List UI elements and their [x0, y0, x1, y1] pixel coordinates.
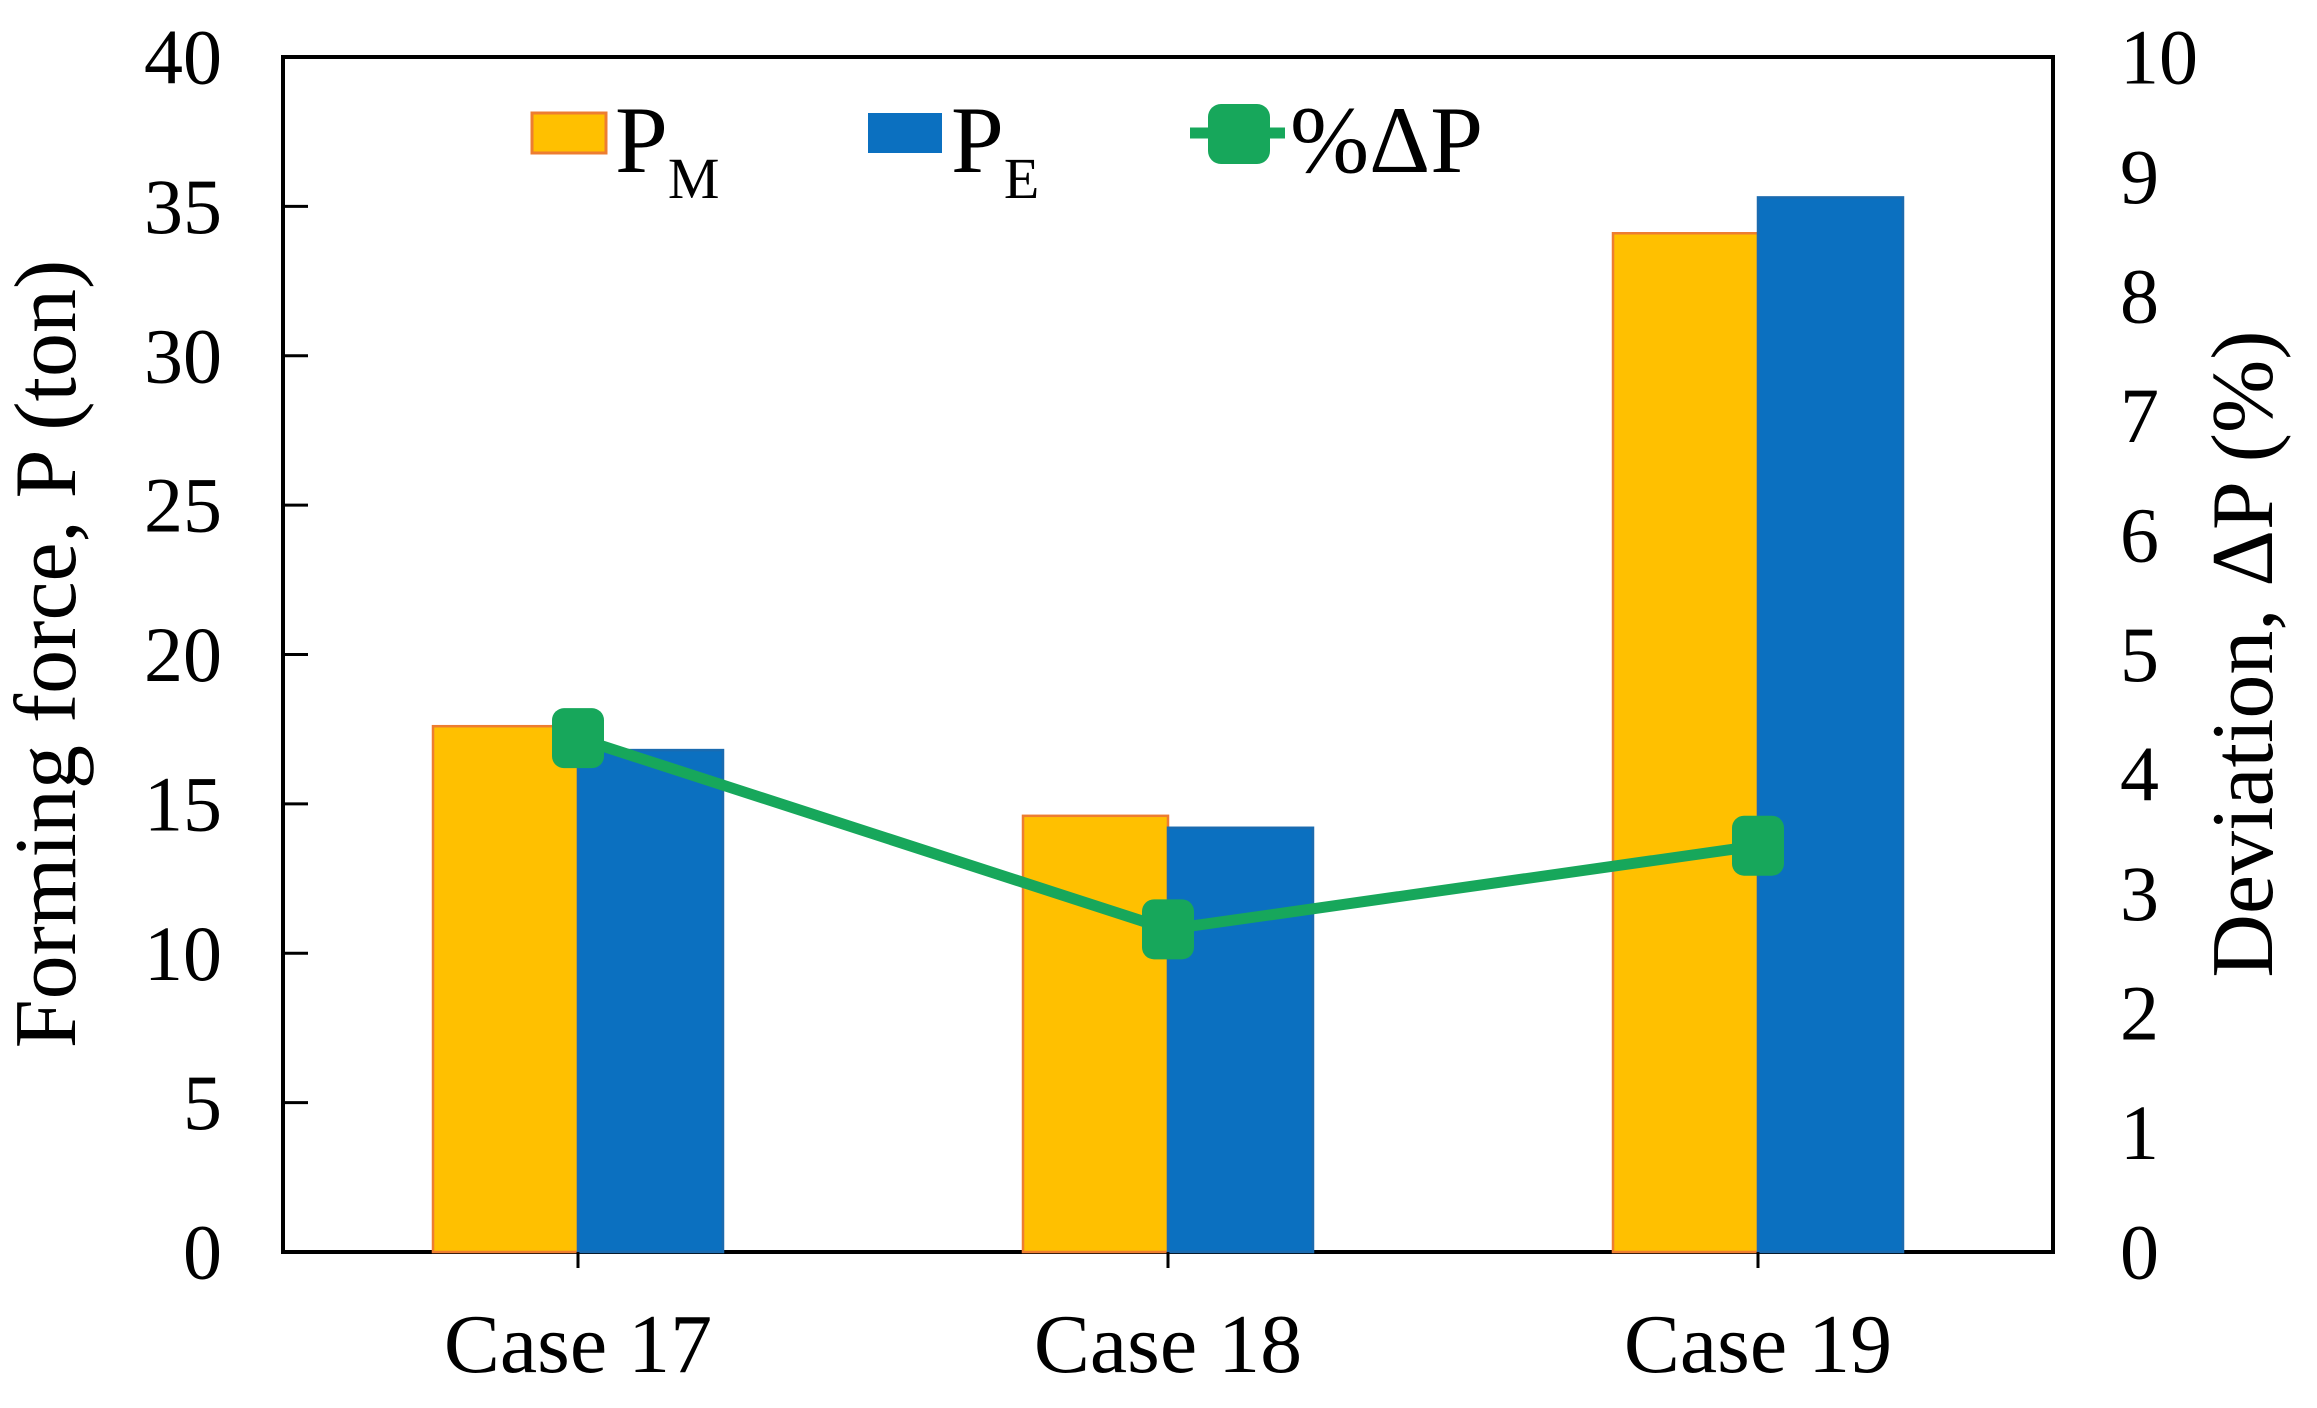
right-axis-tick-label: 1 [2120, 1089, 2159, 1176]
deviation-marker-2 [1142, 899, 1194, 960]
legend: PM PE %ΔP [530, 87, 1483, 211]
right-axis-tick-label: 2 [2120, 970, 2159, 1057]
right-axis-tick-label: 9 [2120, 133, 2159, 220]
left-axis-tick-label: 30 [144, 312, 222, 399]
legend-item-pm: PM [530, 87, 719, 211]
legend-label-dp: %ΔP [1290, 87, 1483, 193]
y-axis-title-right: Deviation, ΔP (%) [2195, 330, 2292, 977]
bar-pe-3 [1756, 196, 1905, 1254]
line-layer [552, 708, 1784, 960]
legend-label-pe: PE [951, 87, 1039, 211]
right-axis-tick-label: 10 [2120, 14, 2198, 101]
bar-pm-3 [1611, 232, 1760, 1254]
right-axis-tick-label: 7 [2120, 372, 2159, 459]
legend-swatch-pm [530, 111, 608, 155]
bars-layer [431, 196, 1905, 1254]
legend-swatch-pe [868, 113, 942, 153]
x-category-label-case18: Case 18 [1034, 1298, 1302, 1391]
bar-pm-2 [1021, 814, 1170, 1254]
bar-pm-1 [431, 724, 580, 1254]
right-axis-tick-label: 8 [2120, 253, 2159, 340]
right-axis-tick-label: 5 [2120, 611, 2159, 698]
legend-marker-dp-icon [1208, 104, 1270, 164]
right-axis-tick-label: 6 [2120, 492, 2159, 579]
legend-item-pe: PE [868, 87, 1039, 211]
legend-label-pm: PM [615, 87, 719, 211]
right-axis-tick-label: 4 [2120, 731, 2159, 818]
x-category-label-case17: Case 17 [444, 1298, 712, 1391]
right-axis-tick-label: 3 [2120, 850, 2159, 937]
legend-item-dp: %ΔP [1190, 87, 1483, 193]
x-category-label-case19: Case 19 [1624, 1298, 1892, 1391]
ticks-layer [283, 204, 1760, 1268]
left-axis-tick-label: 0 [183, 1209, 222, 1296]
left-axis-tick-label: 40 [144, 14, 222, 101]
left-axis-tick-label: 10 [144, 910, 222, 997]
deviation-marker-1 [552, 708, 604, 769]
left-axis-tick-label: 15 [144, 760, 222, 847]
left-axis-tick-label: 20 [144, 611, 222, 698]
bar-pe-1 [576, 748, 725, 1254]
bar-pe-2 [1166, 826, 1315, 1254]
y-axis-title-left: Forming force, P (ton) [0, 260, 95, 1049]
left-axis-tick-label: 35 [144, 163, 222, 250]
left-axis-tick-label: 5 [183, 1059, 222, 1146]
left-axis-tick-label: 25 [144, 462, 222, 549]
right-axis-tick-label: 0 [2120, 1209, 2159, 1296]
deviation-marker-3 [1732, 815, 1784, 876]
